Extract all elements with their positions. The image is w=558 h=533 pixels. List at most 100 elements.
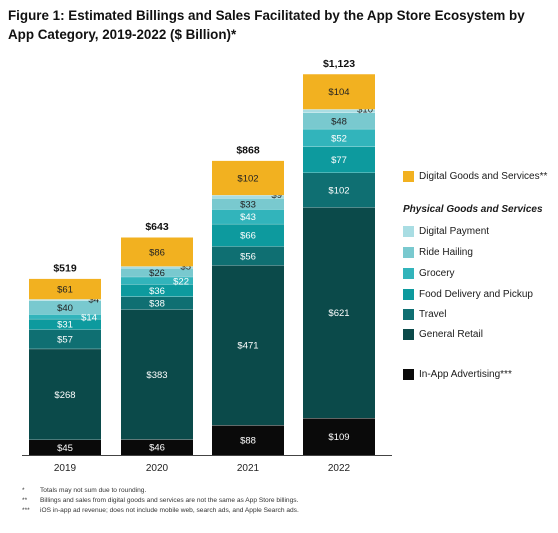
- bar-segment: [121, 276, 193, 285]
- total-label: $643: [145, 221, 169, 233]
- bar-segment: [121, 296, 193, 310]
- data-label: $77: [331, 155, 347, 166]
- data-label: $471: [237, 341, 258, 352]
- data-label: $383: [146, 370, 167, 381]
- data-label: $48: [331, 116, 347, 127]
- legend-item-food-delivery: Food Delivery and Pickup: [403, 287, 533, 301]
- total-label: $1,123: [323, 58, 355, 70]
- data-label: $268: [54, 390, 75, 401]
- footnote-text: Billings and sales from digital goods an…: [40, 497, 299, 504]
- footnotes: * Totals may not sum due to rounding. **…: [22, 486, 299, 516]
- legend-swatch-in-app-advertising: [403, 368, 414, 380]
- bar-segment: [121, 284, 193, 297]
- legend-swatch-food-delivery: [403, 288, 414, 300]
- bar-segment: [212, 195, 284, 199]
- bar-segment: [29, 314, 101, 319]
- bar-segment: [29, 300, 101, 315]
- data-label: $52: [331, 133, 347, 144]
- legend-swatch-general-retail: [403, 328, 414, 340]
- data-label: $10: [357, 104, 373, 115]
- bar-segment: [303, 207, 375, 419]
- bar-segment: [212, 223, 284, 247]
- total-label: $868: [236, 145, 260, 157]
- footnote-mark: ***: [22, 507, 30, 514]
- bar-segment: [29, 329, 101, 349]
- x-tick-label: 2021: [237, 463, 260, 474]
- bar-segment: [29, 348, 101, 440]
- data-label: $26: [149, 268, 165, 279]
- bar-segment: [121, 266, 193, 269]
- legend-item-general-retail: General Retail: [403, 327, 483, 341]
- legend-label-grocery: Grocery: [419, 267, 455, 279]
- data-label: $102: [328, 186, 349, 197]
- bar-segment: [29, 439, 101, 455]
- data-label: $104: [328, 87, 349, 98]
- data-label: $36: [149, 286, 165, 297]
- bar-segment: [212, 198, 284, 210]
- chart-title: Figure 1: Estimated Billings and Sales F…: [8, 8, 525, 42]
- data-label: $57: [57, 335, 73, 346]
- bar-segment: [121, 237, 193, 267]
- legend-item-in-app-advertising: In-App Advertising***: [403, 367, 512, 381]
- bar-segment: [303, 74, 375, 110]
- data-label: $46: [149, 443, 165, 454]
- legend-label-in-app-advertising: In-App Advertising***: [419, 368, 512, 380]
- legend-label-ride-hailing: Ride Hailing: [419, 246, 473, 258]
- footnote-mark: **: [22, 497, 28, 504]
- legend-item-grocery: Grocery: [403, 266, 455, 280]
- data-label: $66: [240, 231, 256, 242]
- legend-item-travel: Travel: [403, 307, 446, 321]
- legend-item-ride-hailing: Ride Hailing: [403, 245, 473, 259]
- legend-swatch-ride-hailing: [403, 246, 414, 258]
- data-label: $109: [328, 432, 349, 443]
- data-label: $40: [57, 303, 73, 314]
- footnote-mark: *: [22, 487, 25, 494]
- bar-segment: [303, 418, 375, 455]
- data-label: $22: [173, 277, 189, 288]
- data-label: $14: [81, 313, 97, 324]
- bar-segment: [303, 128, 375, 147]
- legend-swatch-digital-payment: [403, 225, 414, 237]
- legend-item-digital-goods: Digital Goods and Services**: [403, 169, 547, 183]
- legend-label-travel: Travel: [419, 308, 447, 320]
- x-tick-label: 2022: [328, 463, 351, 474]
- data-label: $56: [240, 251, 256, 262]
- footnote: ** Billings and sales from digital goods…: [22, 496, 299, 506]
- footnote: * Totals may not sum due to rounding.: [22, 486, 299, 496]
- legend-item-digital-payment: Digital Payment: [403, 224, 489, 238]
- data-label: $31: [57, 320, 73, 331]
- bar-segment: [303, 146, 375, 173]
- data-label: $88: [240, 436, 256, 447]
- bar-segment: [212, 160, 284, 196]
- x-tick-label: 2020: [146, 463, 169, 474]
- bar-segment: [121, 268, 193, 277]
- bar-segment: [303, 112, 375, 129]
- footnote-text: Totals may not sum due to rounding.: [40, 487, 147, 494]
- data-label: $102: [237, 173, 258, 184]
- legend-label-general-retail: General Retail: [419, 328, 483, 340]
- bar-segment: [121, 309, 193, 440]
- legend-swatch-travel: [403, 308, 414, 320]
- bar-segment: [212, 246, 284, 266]
- data-label: $4: [88, 294, 99, 305]
- bar-segment: [121, 439, 193, 455]
- legend-label-food-delivery: Food Delivery and Pickup: [419, 288, 533, 300]
- legend-label-digital-payment: Digital Payment: [419, 225, 490, 237]
- bar-segment: [212, 425, 284, 455]
- x-tick-label: 2019: [54, 463, 77, 474]
- data-label: $86: [149, 247, 165, 258]
- legend-swatch-digital-goods: [403, 170, 414, 182]
- data-label: $43: [240, 212, 256, 223]
- bar-segment: [29, 299, 101, 301]
- legend-heading-physical: Physical Goods and Services: [403, 204, 543, 215]
- data-label: $61: [57, 284, 73, 295]
- legend-label-digital-goods: Digital Goods and Services**: [419, 170, 548, 182]
- bar-segment: [29, 278, 101, 300]
- bar-segment: [29, 318, 101, 330]
- data-label: $45: [57, 443, 73, 454]
- data-label: $33: [240, 199, 256, 210]
- bar-segment: [212, 265, 284, 426]
- data-label: $621: [328, 308, 349, 319]
- data-label: $9: [271, 190, 282, 201]
- data-label: $38: [149, 299, 165, 310]
